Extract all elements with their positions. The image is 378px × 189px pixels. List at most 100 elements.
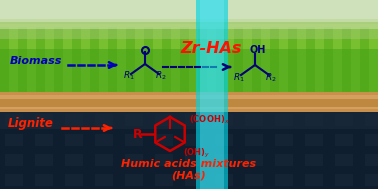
Bar — [0, 109, 378, 189]
Bar — [35, 154, 53, 166]
Bar — [0, 22, 378, 97]
Bar — [65, 134, 83, 146]
Bar — [275, 174, 293, 186]
Bar — [125, 134, 143, 146]
Text: $R_1$: $R_1$ — [123, 70, 135, 83]
Bar — [185, 134, 203, 146]
Bar — [36, 27, 45, 97]
Bar — [245, 114, 263, 126]
Bar — [0, 24, 378, 49]
Bar — [65, 154, 83, 166]
Bar — [288, 27, 297, 97]
Bar — [0, 0, 378, 24]
Bar — [215, 174, 233, 186]
Bar — [305, 154, 323, 166]
Bar — [90, 27, 99, 97]
Text: $R_2$: $R_2$ — [155, 70, 167, 83]
Bar — [185, 174, 203, 186]
Bar — [125, 154, 143, 166]
Bar — [305, 174, 323, 186]
Bar — [335, 174, 353, 186]
Bar — [54, 27, 63, 97]
Text: Lignite: Lignite — [8, 117, 54, 130]
Text: $R_1$: $R_1$ — [233, 71, 245, 84]
Bar — [126, 27, 135, 97]
Bar — [180, 27, 189, 97]
Bar — [5, 174, 23, 186]
Bar — [275, 114, 293, 126]
Bar — [35, 134, 53, 146]
Bar — [198, 27, 207, 97]
Bar — [365, 174, 378, 186]
Bar — [5, 134, 23, 146]
Bar — [185, 114, 203, 126]
Bar — [95, 154, 113, 166]
Bar — [215, 114, 233, 126]
Bar — [162, 27, 171, 97]
Bar — [125, 174, 143, 186]
Bar — [360, 27, 369, 97]
Bar — [5, 154, 23, 166]
Bar — [108, 27, 117, 97]
Bar — [185, 154, 203, 166]
Bar — [155, 114, 173, 126]
Bar — [335, 114, 353, 126]
Bar — [0, 0, 378, 29]
Text: (OH)$_y$: (OH)$_y$ — [183, 147, 211, 160]
Bar — [0, 129, 378, 189]
Bar — [335, 134, 353, 146]
Bar — [0, 92, 378, 112]
Bar — [245, 134, 263, 146]
Bar — [95, 134, 113, 146]
Bar — [155, 174, 173, 186]
Text: (HAs): (HAs) — [172, 171, 206, 181]
Bar — [35, 174, 53, 186]
Bar — [200, 0, 224, 189]
Bar — [155, 154, 173, 166]
Bar — [95, 114, 113, 126]
Bar — [0, 99, 378, 107]
Bar — [155, 134, 173, 146]
Bar — [215, 154, 233, 166]
Bar — [252, 27, 261, 97]
Bar — [234, 27, 243, 97]
Bar — [306, 27, 315, 97]
Bar — [65, 114, 83, 126]
Text: OH: OH — [250, 45, 266, 55]
Bar — [0, 0, 378, 19]
Bar — [305, 114, 323, 126]
Text: Biomass: Biomass — [10, 56, 62, 66]
Bar — [95, 174, 113, 186]
Bar — [5, 114, 23, 126]
Bar — [305, 134, 323, 146]
Bar — [0, 95, 378, 109]
Bar — [365, 114, 378, 126]
Bar — [72, 27, 81, 97]
Text: (COOH)$_x$: (COOH)$_x$ — [189, 113, 230, 125]
Text: R: R — [133, 128, 143, 141]
Bar — [35, 114, 53, 126]
Bar — [0, 27, 9, 97]
Bar — [245, 174, 263, 186]
Bar — [144, 27, 153, 97]
Bar — [335, 154, 353, 166]
Text: Humic acids mixtures: Humic acids mixtures — [121, 159, 257, 169]
Bar — [0, 0, 378, 39]
Bar — [342, 27, 351, 97]
Bar — [18, 27, 27, 97]
Bar — [245, 154, 263, 166]
Bar — [270, 27, 279, 97]
Bar — [275, 134, 293, 146]
Text: Zr-HAs: Zr-HAs — [180, 41, 242, 56]
Bar — [196, 0, 228, 189]
Bar — [0, 0, 378, 34]
Bar — [125, 114, 143, 126]
Bar — [215, 134, 233, 146]
Bar — [365, 154, 378, 166]
Bar — [275, 154, 293, 166]
Bar — [324, 27, 333, 97]
Bar — [216, 27, 225, 97]
Bar — [365, 134, 378, 146]
Bar — [65, 174, 83, 186]
Text: $R_2$: $R_2$ — [265, 71, 277, 84]
